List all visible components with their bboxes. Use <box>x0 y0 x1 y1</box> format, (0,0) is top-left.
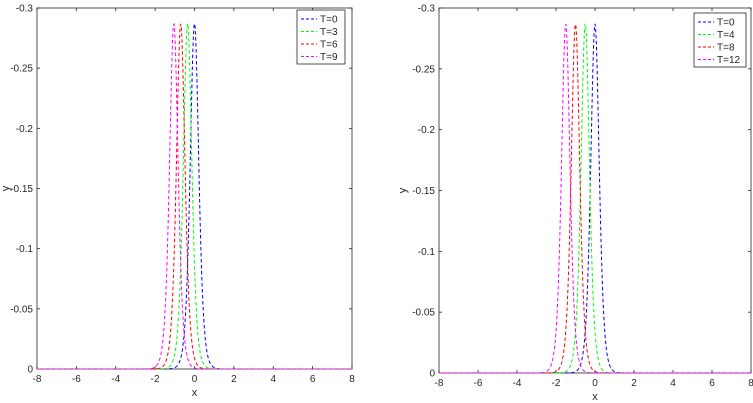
x-tick-label: 2 <box>631 378 637 389</box>
y-tick-label: -0.1 <box>16 244 34 255</box>
y-tick-label: -0.2 <box>16 124 34 135</box>
right-chart: -8 -6 -4 -2 0 2 4 6 8 0 -0.05 -0.1 -0.15 -0.2 -0.25 -0.… <box>397 4 753 403</box>
x-tick-label: 2 <box>231 374 237 385</box>
x-tick-label: 8 <box>349 374 355 385</box>
x-tick-label: -4 <box>111 374 120 385</box>
legend-label: T=12 <box>717 55 741 66</box>
y-tick-label: -0.2 <box>418 125 436 136</box>
y-tick-label: -0.25 <box>412 64 435 75</box>
plot-area <box>438 7 752 374</box>
legend-label: T=3 <box>320 27 338 38</box>
legend-label: T=0 <box>717 18 735 29</box>
legend-box <box>693 12 747 68</box>
y-tick-label: -0.05 <box>412 308 435 319</box>
y-tick-label: -0.3 <box>16 4 34 15</box>
series-line-t0 <box>439 23 751 374</box>
x-tick-label: -8 <box>435 378 444 389</box>
x-tick-label: -4 <box>513 378 522 389</box>
x-tick-label: -6 <box>72 374 81 385</box>
legend-label: T=9 <box>320 52 338 63</box>
y-axis-label: y <box>0 185 12 191</box>
x-tick-label: 4 <box>670 378 676 389</box>
x-axis-label: x <box>592 391 598 403</box>
x-tick-label: -2 <box>552 378 561 389</box>
series-line-t6 <box>37 23 352 370</box>
series-line-t8 <box>439 24 751 374</box>
legend: T=0T=4 T=8T=12 <box>693 12 747 68</box>
y-tick-label: 0 <box>429 369 435 380</box>
x-tick-label: 0 <box>592 378 598 389</box>
series-line-t12 <box>439 23 751 374</box>
y-tick-label: -0.05 <box>10 304 33 315</box>
y-tick-label: -0.25 <box>10 64 33 75</box>
legend-box <box>296 9 346 65</box>
series-line-t9 <box>37 22 352 370</box>
legend-label: T=0 <box>320 15 338 26</box>
x-tick-label: 6 <box>310 374 316 385</box>
x-tick-label: 6 <box>709 378 715 389</box>
x-tick-label: -6 <box>474 378 483 389</box>
x-tick-label: 8 <box>748 378 753 389</box>
y-tick-label: -0.15 <box>412 186 435 197</box>
plot-area <box>36 7 353 370</box>
y-tick-label: -0.3 <box>418 4 436 15</box>
x-tick-label: 4 <box>270 374 276 385</box>
y-axis-label: y <box>397 187 409 193</box>
y-tick-label: -0.15 <box>10 184 33 195</box>
x-tick-label: -2 <box>151 374 160 385</box>
x-tick-label: -8 <box>33 374 42 385</box>
x-tick-label: 0 <box>192 374 198 385</box>
legend-label: T=4 <box>717 30 735 41</box>
left-chart: -8 -6 -4 -2 0 2 4 6 8 0 -0.05 -0.1 -0.15 -0.2 -0.25 -0.… <box>0 4 355 400</box>
legend-label: T=6 <box>320 40 338 51</box>
legend-label: T=8 <box>717 43 735 54</box>
y-tick-label: 0 <box>27 365 33 376</box>
y-tick-label: -0.1 <box>418 247 436 258</box>
x-axis-label: x <box>192 387 198 399</box>
legend: T=0T=3 T=6T=9 <box>296 9 346 65</box>
